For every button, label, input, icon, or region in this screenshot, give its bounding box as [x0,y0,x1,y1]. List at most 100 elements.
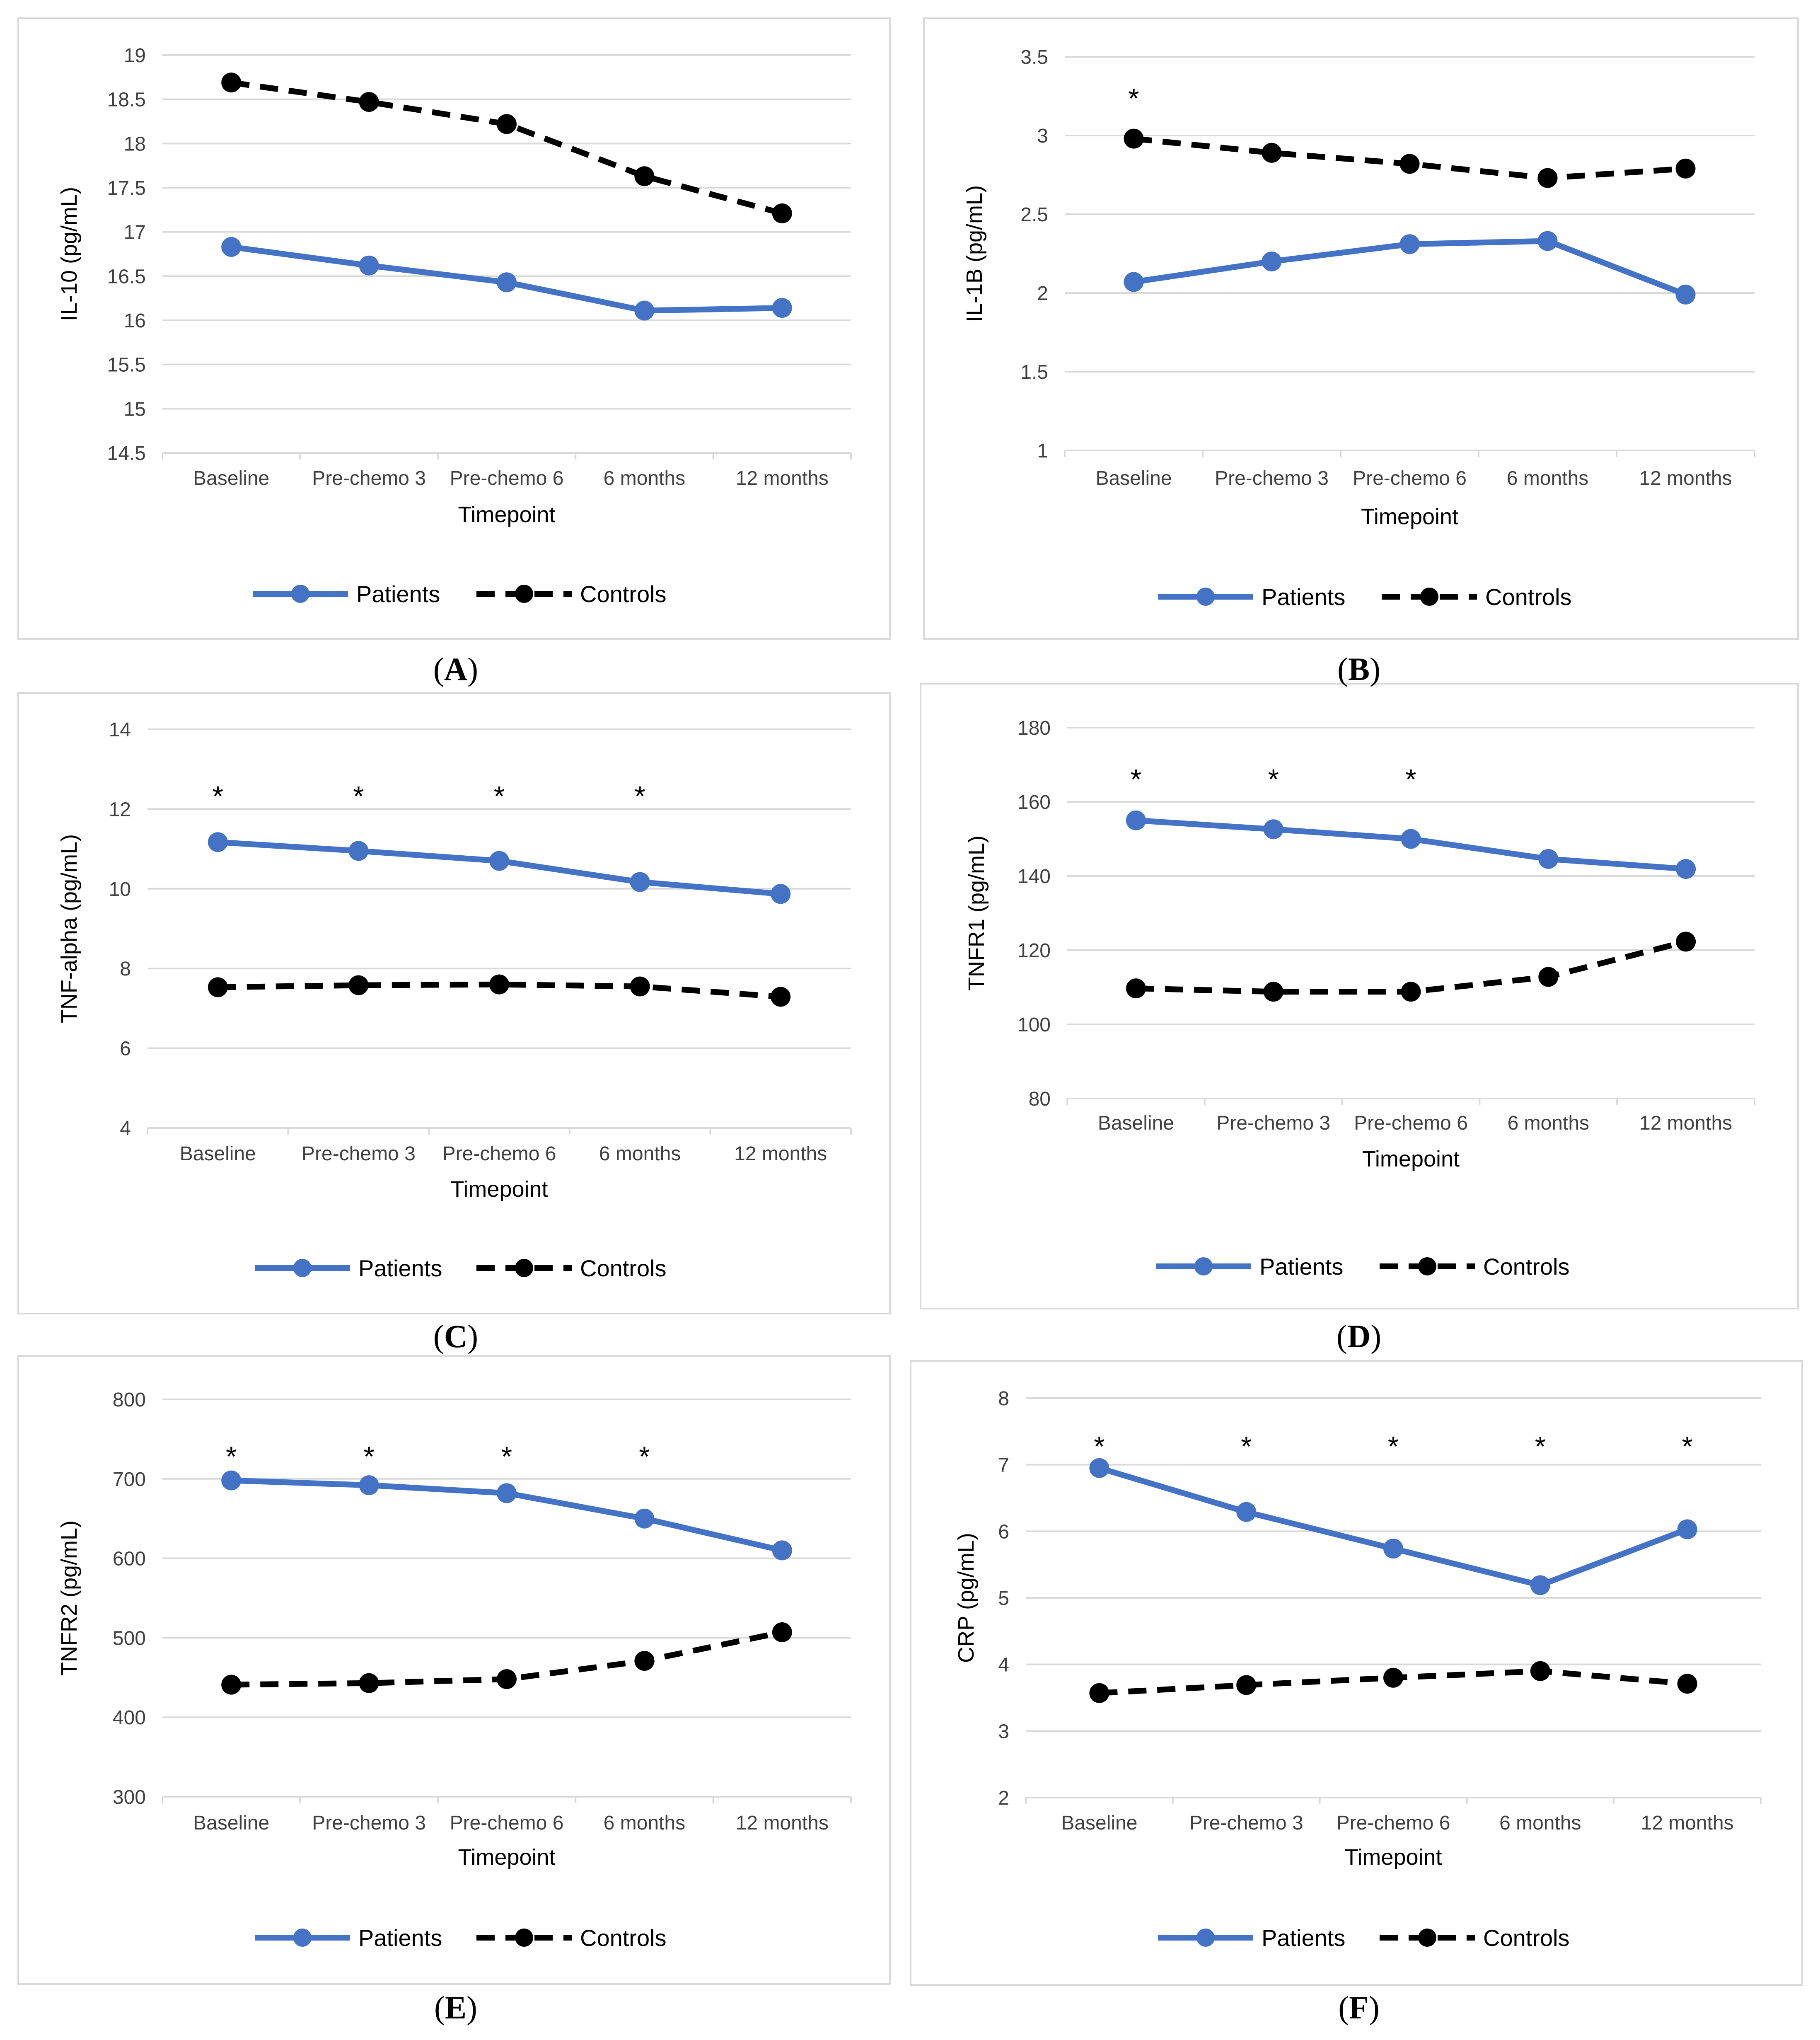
y-tick-label: 4 [120,1118,131,1140]
data-point-patients [208,832,228,852]
significance-asterisk: * [1388,1431,1399,1462]
data-point-patients [1400,234,1420,254]
data-point-controls [221,73,241,92]
data-point-patients [772,298,792,318]
data-point-controls [771,987,790,1007]
data-point-controls [497,1669,517,1689]
data-point-patients [497,272,517,292]
data-point-patients [1676,285,1696,305]
panel-letter-f: (F) [1276,1989,1442,2026]
x-tick-label: 12 months [1641,1812,1734,1834]
x-tick-label: Pre-chemo 3 [302,1143,416,1165]
y-tick-label: 400 [113,1707,146,1729]
y-tick-label: 140 [1018,866,1051,888]
y-tick-label: 17.5 [107,177,146,199]
data-point-controls [1124,129,1144,149]
y-tick-label: 6 [998,1521,1009,1543]
figure-canvas: 14.51515.51616.51717.51818.519BaselinePr… [0,0,1820,2040]
series-line-controls [231,82,782,213]
x-tick-label: Pre-chemo 6 [442,1143,556,1165]
y-tick-label: 5 [998,1587,1009,1609]
x-axis-title: Timepoint [1362,1147,1460,1171]
data-point-patients [1383,1539,1403,1558]
x-tick-label: Pre-chemo 6 [1354,1112,1468,1134]
legend-marker-patients [293,1929,312,1947]
data-point-controls [1530,1661,1550,1681]
x-axis-title: Timepoint [1361,504,1458,529]
significance-asterisk: * [226,1441,237,1472]
data-point-patients [359,256,379,276]
x-tick-label: Pre-chemo 3 [1215,467,1329,489]
data-point-patients [221,237,241,257]
x-tick-label: Baseline [1098,1112,1174,1134]
data-point-controls [359,92,379,112]
data-point-controls [489,975,509,995]
legend-marker-patients [1194,1257,1213,1275]
x-tick-label: Pre-chemo 6 [1337,1812,1450,1834]
y-axis-title: CRP (pg/mL) [954,1533,979,1663]
significance-asterisk: * [639,1441,650,1472]
x-tick-label: Pre-chemo 6 [450,1812,564,1834]
x-axis-title: Timepoint [1344,1845,1442,1870]
y-tick-label: 10 [109,878,131,900]
x-tick-label: 12 months [736,467,829,489]
legend-marker-patients [293,1259,312,1277]
y-tick-label: 2.5 [1020,204,1048,226]
y-tick-label: 3.5 [1020,46,1048,68]
data-point-patients [1126,811,1146,830]
y-tick-label: 80 [1029,1088,1051,1110]
x-axis-title: Timepoint [450,1177,548,1202]
data-point-controls [634,166,654,186]
legend-label-patients: Patients [356,581,440,607]
significance-asterisk: * [1094,1431,1105,1462]
chart-panel-b: 11.522.533.5BaselinePre-chemo 3Pre-chemo… [962,46,1755,610]
data-point-controls [772,203,792,223]
data-point-patients [771,884,790,904]
y-tick-label: 7 [998,1454,1009,1476]
x-tick-label: 12 months [1639,1112,1732,1134]
data-point-patients [634,301,654,321]
legend-marker-controls [1420,588,1438,606]
data-point-patients [634,1509,654,1529]
data-point-controls [1383,1668,1403,1688]
data-point-controls [1262,143,1282,163]
data-point-controls [1126,978,1146,998]
x-tick-label: 6 months [599,1143,681,1165]
data-point-patients [1530,1575,1550,1595]
significance-asterisk: * [213,780,223,812]
data-point-patients [1401,829,1421,849]
y-axis-title: IL-10 (pg/mL) [57,187,82,321]
x-tick-label: 12 months [736,1812,829,1834]
significance-asterisk: * [1405,763,1416,795]
data-point-patients [1677,1520,1697,1539]
x-tick-label: Pre-chemo 6 [1353,467,1467,489]
x-tick-label: Pre-chemo 6 [450,467,564,489]
y-tick-label: 16.5 [107,266,146,288]
data-point-controls [348,975,368,995]
legend-marker-patients [291,585,309,603]
data-point-patients [1262,252,1282,271]
data-point-controls [630,976,650,996]
significance-asterisk: * [634,780,645,812]
legend-label-controls: Controls [580,1255,667,1281]
legend-label-patients: Patients [358,1925,442,1951]
y-tick-label: 12 [109,799,131,820]
data-point-patients [772,1540,792,1560]
legend-label-controls: Controls [580,1925,667,1951]
chart-panel-c: 468101214BaselinePre-chemo 3Pre-chemo 66… [57,719,851,1281]
y-tick-label: 160 [1018,791,1051,813]
significance-asterisk: * [1268,763,1279,795]
data-point-controls [1677,1674,1697,1694]
y-axis-title: IL-1B (pg/mL) [962,185,987,322]
data-point-patients [348,841,368,861]
y-tick-label: 2 [1037,283,1048,305]
data-point-controls [634,1651,654,1671]
y-tick-label: 1.5 [1020,361,1048,383]
legend-label-patients: Patients [1259,1254,1343,1280]
legend-label-controls: Controls [1485,584,1572,610]
data-point-patients [1538,849,1558,869]
y-tick-label: 8 [998,1388,1009,1410]
x-tick-label: 12 months [734,1143,827,1165]
data-point-patients [1124,272,1144,292]
data-point-patients [1676,859,1696,879]
